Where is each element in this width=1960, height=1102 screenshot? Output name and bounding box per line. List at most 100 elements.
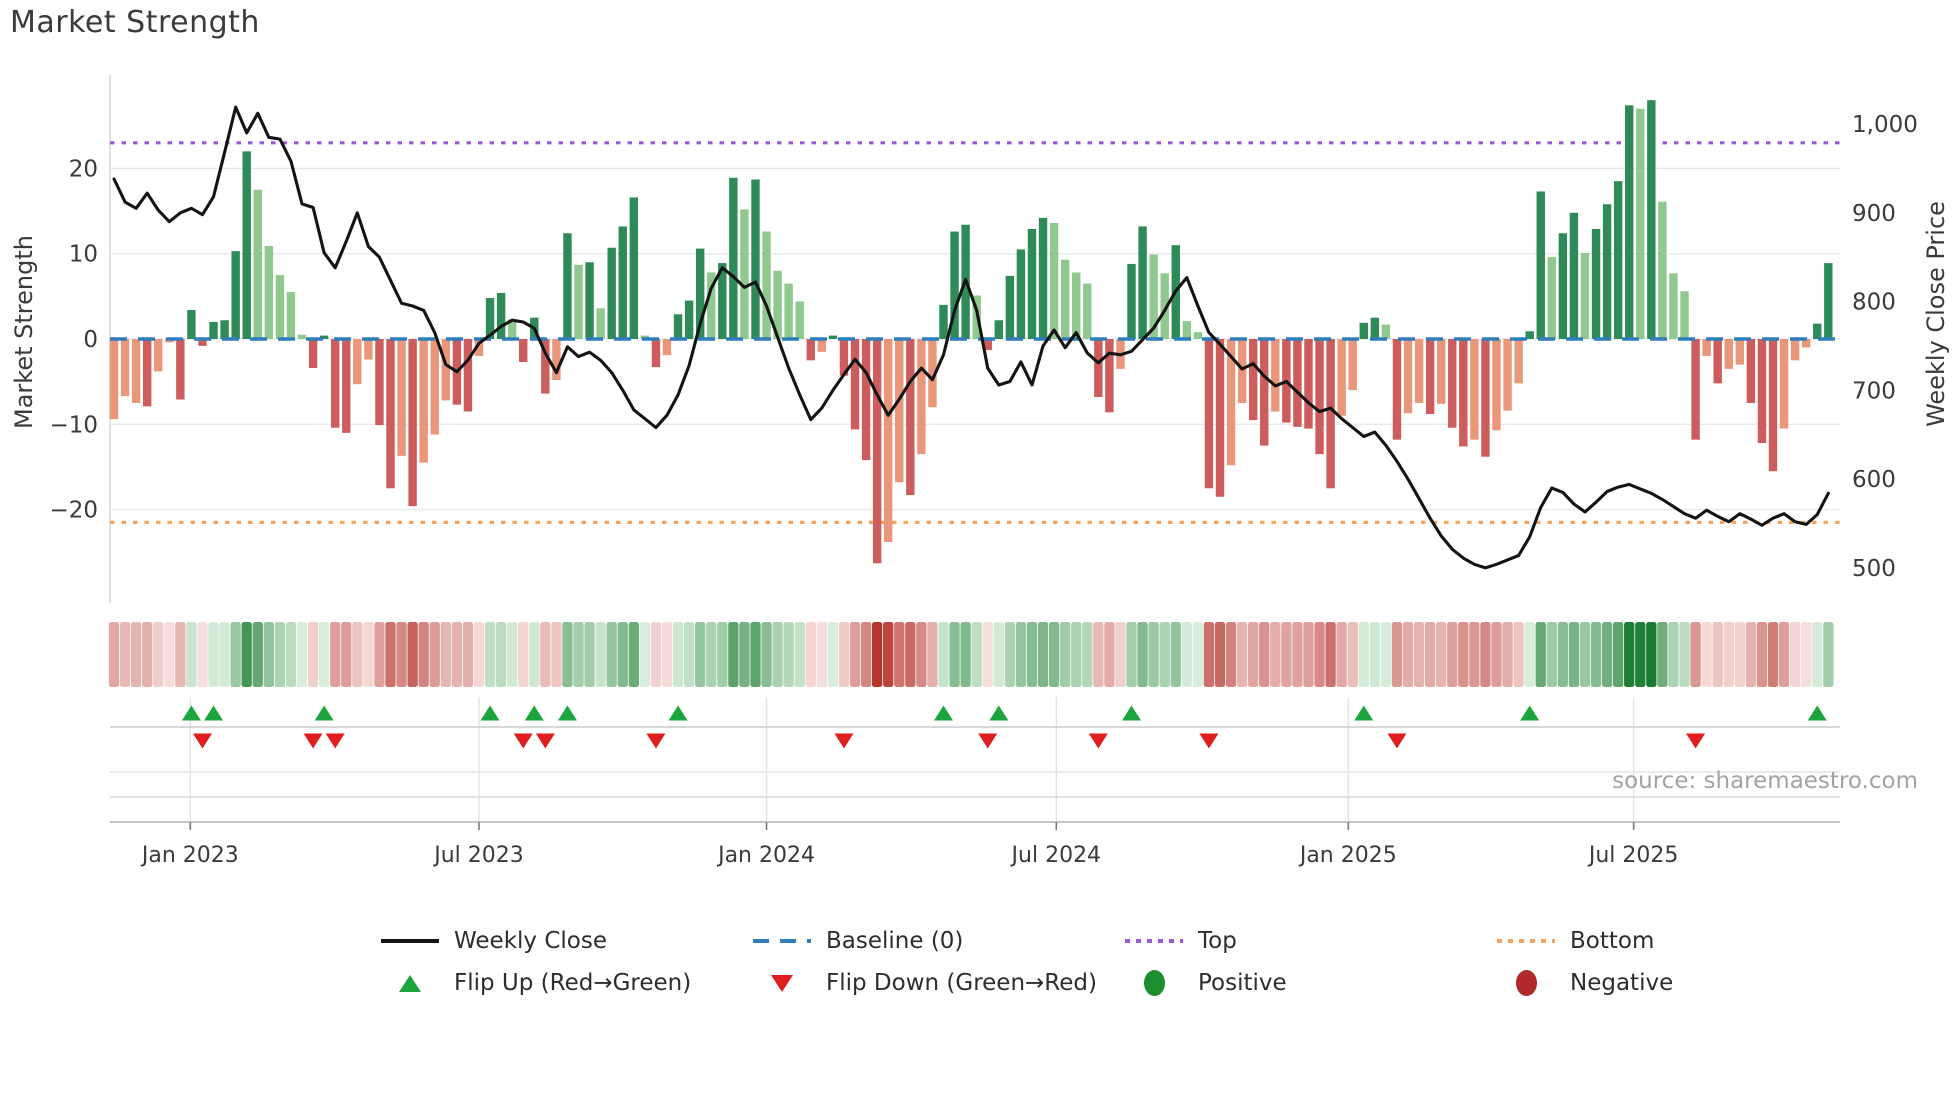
baseline-dash-swatch-icon bbox=[753, 939, 811, 943]
heatmap-cell bbox=[1524, 622, 1535, 687]
heatmap-cell bbox=[1767, 622, 1779, 687]
legend-item-baseline: Baseline (0) bbox=[750, 924, 963, 958]
legend-label: Positive bbox=[1198, 970, 1287, 996]
heatmap-cell bbox=[374, 622, 385, 687]
strength-bar bbox=[828, 335, 838, 339]
heatmap-cell bbox=[606, 622, 617, 687]
heatmap-cell bbox=[1579, 622, 1591, 687]
heatmap-cell bbox=[1723, 622, 1734, 687]
heatmap-cell bbox=[418, 622, 429, 687]
strength-bar bbox=[1779, 339, 1789, 429]
flip-up-triangle-icon bbox=[934, 705, 953, 721]
heatmap-cell bbox=[108, 622, 120, 687]
heatmap-cell bbox=[1513, 622, 1524, 687]
heatmap-cell bbox=[1745, 622, 1757, 687]
flip-up-triangle-icon bbox=[1354, 705, 1374, 721]
heatmap-cell bbox=[993, 622, 1004, 687]
strength-bar bbox=[220, 320, 229, 339]
heatmap-cell bbox=[1259, 622, 1270, 687]
heatmap-cell bbox=[1402, 622, 1414, 687]
strength-bar bbox=[1514, 339, 1523, 384]
x-axis-tick-label: Jan 2023 bbox=[140, 843, 239, 868]
strength-bar bbox=[1105, 339, 1114, 413]
strength-bar bbox=[1271, 339, 1280, 412]
strength-bar bbox=[142, 339, 152, 407]
strength-bar bbox=[1591, 228, 1601, 339]
heatmap-cell bbox=[949, 622, 960, 687]
strength-bar bbox=[419, 339, 428, 463]
heatmap-cell bbox=[573, 622, 584, 687]
strength-bar bbox=[1315, 339, 1324, 455]
strength-bar bbox=[884, 339, 893, 542]
heatmap-cell bbox=[1325, 622, 1336, 687]
strength-bar bbox=[1425, 339, 1435, 415]
strength-bar bbox=[519, 339, 528, 363]
heatmap-cell bbox=[473, 622, 485, 687]
source-note: source: sharemaestro.com bbox=[1612, 768, 1918, 794]
strength-bar bbox=[187, 310, 196, 339]
flip-down-markers bbox=[192, 733, 1706, 749]
legend-item-positive: Positive bbox=[1122, 966, 1287, 1000]
heatmap-cell bbox=[772, 622, 783, 687]
heatmap-cell bbox=[562, 622, 573, 687]
negative-dot-icon bbox=[1515, 970, 1537, 996]
strength-bar bbox=[386, 339, 395, 489]
flip-down-triangle-icon bbox=[325, 733, 345, 749]
x-axis-tick-label: Jan 2025 bbox=[1298, 843, 1397, 868]
legend-item-flip-down: Flip Down (Green→Red) bbox=[750, 966, 1097, 1000]
strength-bar bbox=[485, 298, 495, 339]
strength-bar bbox=[684, 300, 694, 339]
strength-bar bbox=[718, 263, 727, 339]
strength-bar bbox=[154, 339, 163, 372]
heatmap-cell bbox=[451, 622, 463, 687]
strength-bar bbox=[209, 321, 218, 339]
heatmap-cell bbox=[285, 622, 297, 687]
heatmap-cell bbox=[1137, 622, 1148, 687]
heatmap-cell bbox=[429, 622, 440, 687]
strength-bar bbox=[1636, 108, 1645, 339]
heatmap-cell bbox=[1657, 622, 1668, 687]
heatmap-cell bbox=[318, 622, 330, 687]
heatmap-cell bbox=[1203, 622, 1215, 687]
legend-label: Negative bbox=[1570, 970, 1674, 996]
flip-up-markers bbox=[181, 705, 1827, 721]
strength-bar bbox=[1094, 339, 1103, 397]
heatmap-cell bbox=[706, 622, 717, 687]
heatmap-cell bbox=[1159, 622, 1170, 687]
positive-dot-icon bbox=[1143, 970, 1165, 996]
strength-bar bbox=[1204, 339, 1214, 489]
right-axis-tick-label: 600 bbox=[1852, 467, 1896, 493]
strength-bar bbox=[463, 339, 473, 412]
heatmap-cell bbox=[971, 622, 982, 687]
legend-label: Baseline (0) bbox=[826, 928, 964, 954]
flip-up-triangle-icon bbox=[524, 705, 544, 721]
strength-bar bbox=[1746, 339, 1756, 403]
strength-bar bbox=[651, 339, 661, 368]
strength-bar bbox=[1669, 273, 1678, 339]
left-axis-tick-label: 10 bbox=[69, 242, 98, 268]
flip-down-triangle-icon bbox=[1088, 733, 1108, 749]
heatmap-cell bbox=[1712, 622, 1723, 687]
strength-bar bbox=[342, 339, 351, 433]
strength-bar bbox=[618, 226, 627, 339]
heatmap-cell bbox=[1568, 622, 1580, 687]
left-axis-tick-label: −10 bbox=[49, 412, 98, 438]
strength-bar bbox=[1658, 201, 1667, 339]
heatmap-cell bbox=[1303, 622, 1314, 687]
strength-bar bbox=[496, 292, 506, 339]
heatmap-cell bbox=[241, 622, 252, 687]
strength-bar bbox=[773, 270, 782, 339]
strength-bar bbox=[751, 179, 760, 339]
heatmap-cell bbox=[838, 622, 850, 687]
strength-bar bbox=[1647, 100, 1656, 339]
strength-bar bbox=[1525, 331, 1534, 339]
strength-bar bbox=[1724, 339, 1733, 369]
heatmap-cell bbox=[1590, 622, 1602, 687]
flip-up-triangle-icon bbox=[1122, 705, 1142, 721]
top-dotted-swatch-icon bbox=[1125, 939, 1183, 943]
heatmap-cell bbox=[1436, 622, 1447, 687]
strength-bar bbox=[1702, 339, 1711, 357]
heatmap-cell bbox=[1048, 622, 1060, 687]
heatmap-cell bbox=[1314, 622, 1325, 687]
heatmap-cell bbox=[307, 622, 319, 687]
